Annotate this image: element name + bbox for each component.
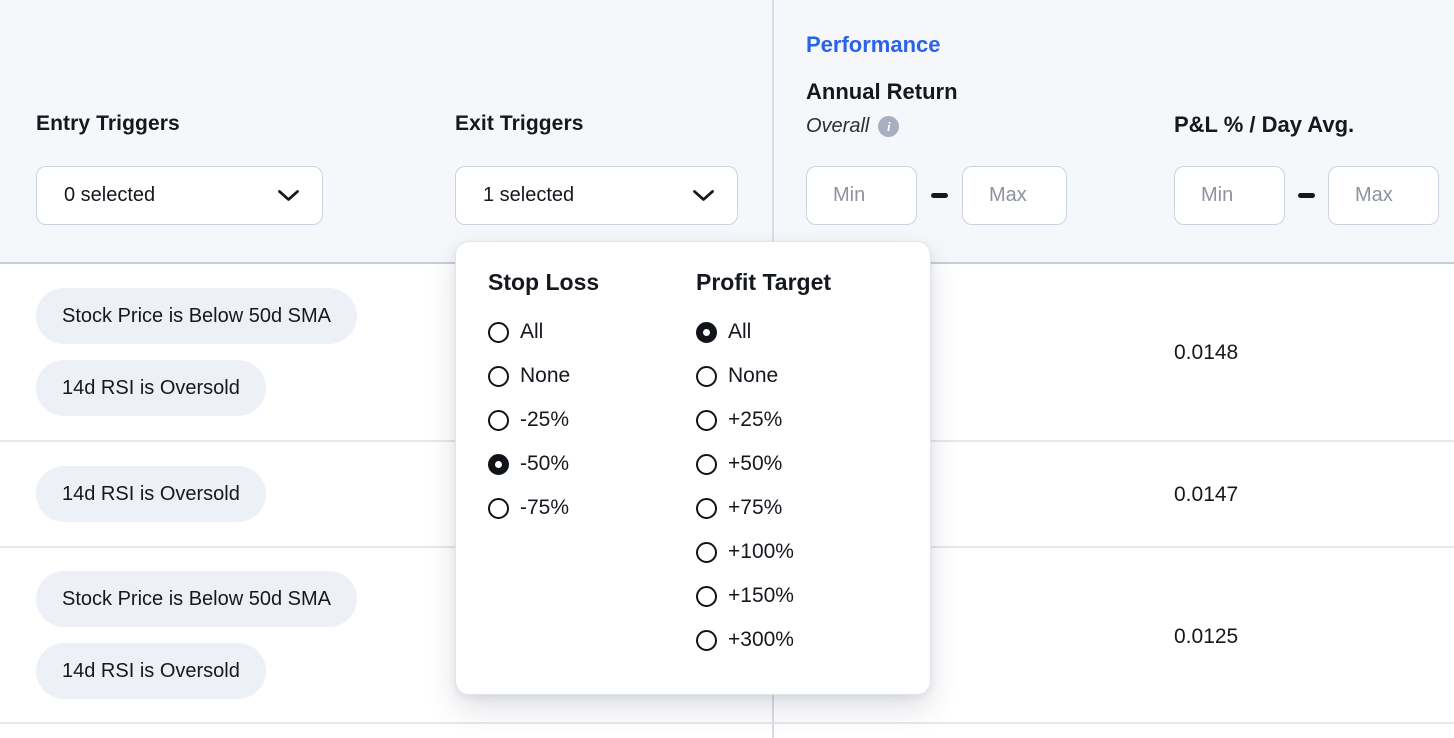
pnl-day-avg-label: P&L % / Day Avg.	[1174, 112, 1355, 137]
pnl-range	[1174, 166, 1439, 225]
radio-icon[interactable]	[488, 365, 509, 387]
option-label: +25%	[728, 408, 783, 431]
option-label: +150%	[728, 584, 794, 607]
overall-label: Overall	[806, 115, 870, 137]
performance-section-title: Performance	[806, 32, 941, 57]
profit-target-option-none[interactable]: None	[696, 354, 916, 398]
exit-triggers-dropdown-panel: Stop Loss All None -25% -50% -75% Profit…	[455, 241, 931, 695]
chevron-down-icon	[278, 190, 299, 201]
stop-loss-option-all[interactable]: All	[488, 310, 696, 354]
profit-target-option-plus50[interactable]: +50%	[696, 442, 916, 486]
radio-icon[interactable]	[488, 321, 509, 343]
radio-icon[interactable]	[696, 585, 717, 607]
pnl-avg-value: 0.0125	[1174, 625, 1239, 648]
profit-target-option-plus150[interactable]: +150%	[696, 574, 916, 618]
option-label: None	[520, 364, 571, 387]
profit-target-option-plus25[interactable]: +25%	[696, 398, 916, 442]
option-label: +50%	[728, 452, 783, 475]
radio-icon[interactable]	[696, 497, 717, 519]
filter-header: Entry Triggers 0 selected Exit Triggers …	[0, 0, 1454, 264]
trigger-pill: 14d RSI is Oversold	[36, 360, 266, 416]
chevron-down-icon	[693, 190, 714, 201]
profit-target-column: Profit Target All None +25% +50% +75% +1…	[696, 267, 916, 694]
annual-return-label: Annual Return	[806, 79, 958, 104]
pnl-max-input[interactable]	[1328, 166, 1439, 225]
exit-triggers-select[interactable]: 1 selected	[455, 166, 738, 225]
trigger-pill: 14d RSI is Oversold	[36, 643, 266, 699]
trigger-pill: Stock Price is Below 50d SMA	[36, 288, 357, 344]
profit-target-option-plus100[interactable]: +100%	[696, 530, 916, 574]
exit-triggers-value: 1 selected	[483, 184, 575, 206]
profit-target-option-plus75[interactable]: +75%	[696, 486, 916, 530]
range-dash-icon	[1298, 193, 1315, 198]
trigger-pill: Stock Price is Below 50d SMA	[36, 571, 357, 627]
option-label: +100%	[728, 540, 794, 563]
option-label: All	[728, 320, 752, 343]
radio-icon[interactable]	[488, 409, 509, 431]
annual-return-sublabel-row: Overall i	[806, 115, 900, 138]
option-label: -50%	[520, 452, 570, 475]
range-dash-icon	[931, 193, 948, 198]
radio-icon[interactable]	[696, 629, 717, 651]
stop-loss-option-minus50[interactable]: -50%	[488, 442, 696, 486]
option-label: -25%	[520, 408, 570, 431]
profit-target-option-plus300[interactable]: +300%	[696, 618, 916, 662]
entry-triggers-select[interactable]: 0 selected	[36, 166, 323, 225]
option-label: +300%	[728, 628, 794, 651]
radio-icon[interactable]	[696, 453, 717, 475]
annual-return-range	[806, 166, 1067, 225]
radio-icon[interactable]	[696, 541, 717, 563]
entry-triggers-label: Entry Triggers	[36, 112, 180, 135]
pnl-min-input[interactable]	[1174, 166, 1285, 225]
radio-icon[interactable]	[696, 321, 717, 343]
radio-icon[interactable]	[488, 497, 509, 519]
radio-icon[interactable]	[696, 409, 717, 431]
exit-triggers-label: Exit Triggers	[455, 112, 584, 135]
stop-loss-option-none[interactable]: None	[488, 354, 696, 398]
radio-icon[interactable]	[696, 365, 717, 387]
pnl-avg-value: 0.0148	[1174, 341, 1239, 364]
stop-loss-option-minus75[interactable]: -75%	[488, 486, 696, 530]
stop-loss-column: Stop Loss All None -25% -50% -75%	[488, 267, 696, 694]
info-icon[interactable]: i	[878, 116, 900, 137]
annual-return-max-input[interactable]	[962, 166, 1067, 225]
option-label: None	[728, 364, 779, 387]
radio-icon[interactable]	[488, 453, 509, 475]
profit-target-option-all[interactable]: All	[696, 310, 916, 354]
pnl-avg-value: 0.0147	[1174, 483, 1239, 506]
stop-loss-title: Stop Loss	[488, 269, 600, 295]
stop-loss-option-minus25[interactable]: -25%	[488, 398, 696, 442]
option-label: -75%	[520, 496, 570, 519]
trigger-pill: 14d RSI is Oversold	[36, 466, 266, 522]
profit-target-title: Profit Target	[696, 269, 832, 295]
entry-triggers-value: 0 selected	[64, 184, 156, 206]
option-label: +75%	[728, 496, 783, 519]
option-label: All	[520, 320, 544, 343]
annual-return-min-input[interactable]	[806, 166, 917, 225]
